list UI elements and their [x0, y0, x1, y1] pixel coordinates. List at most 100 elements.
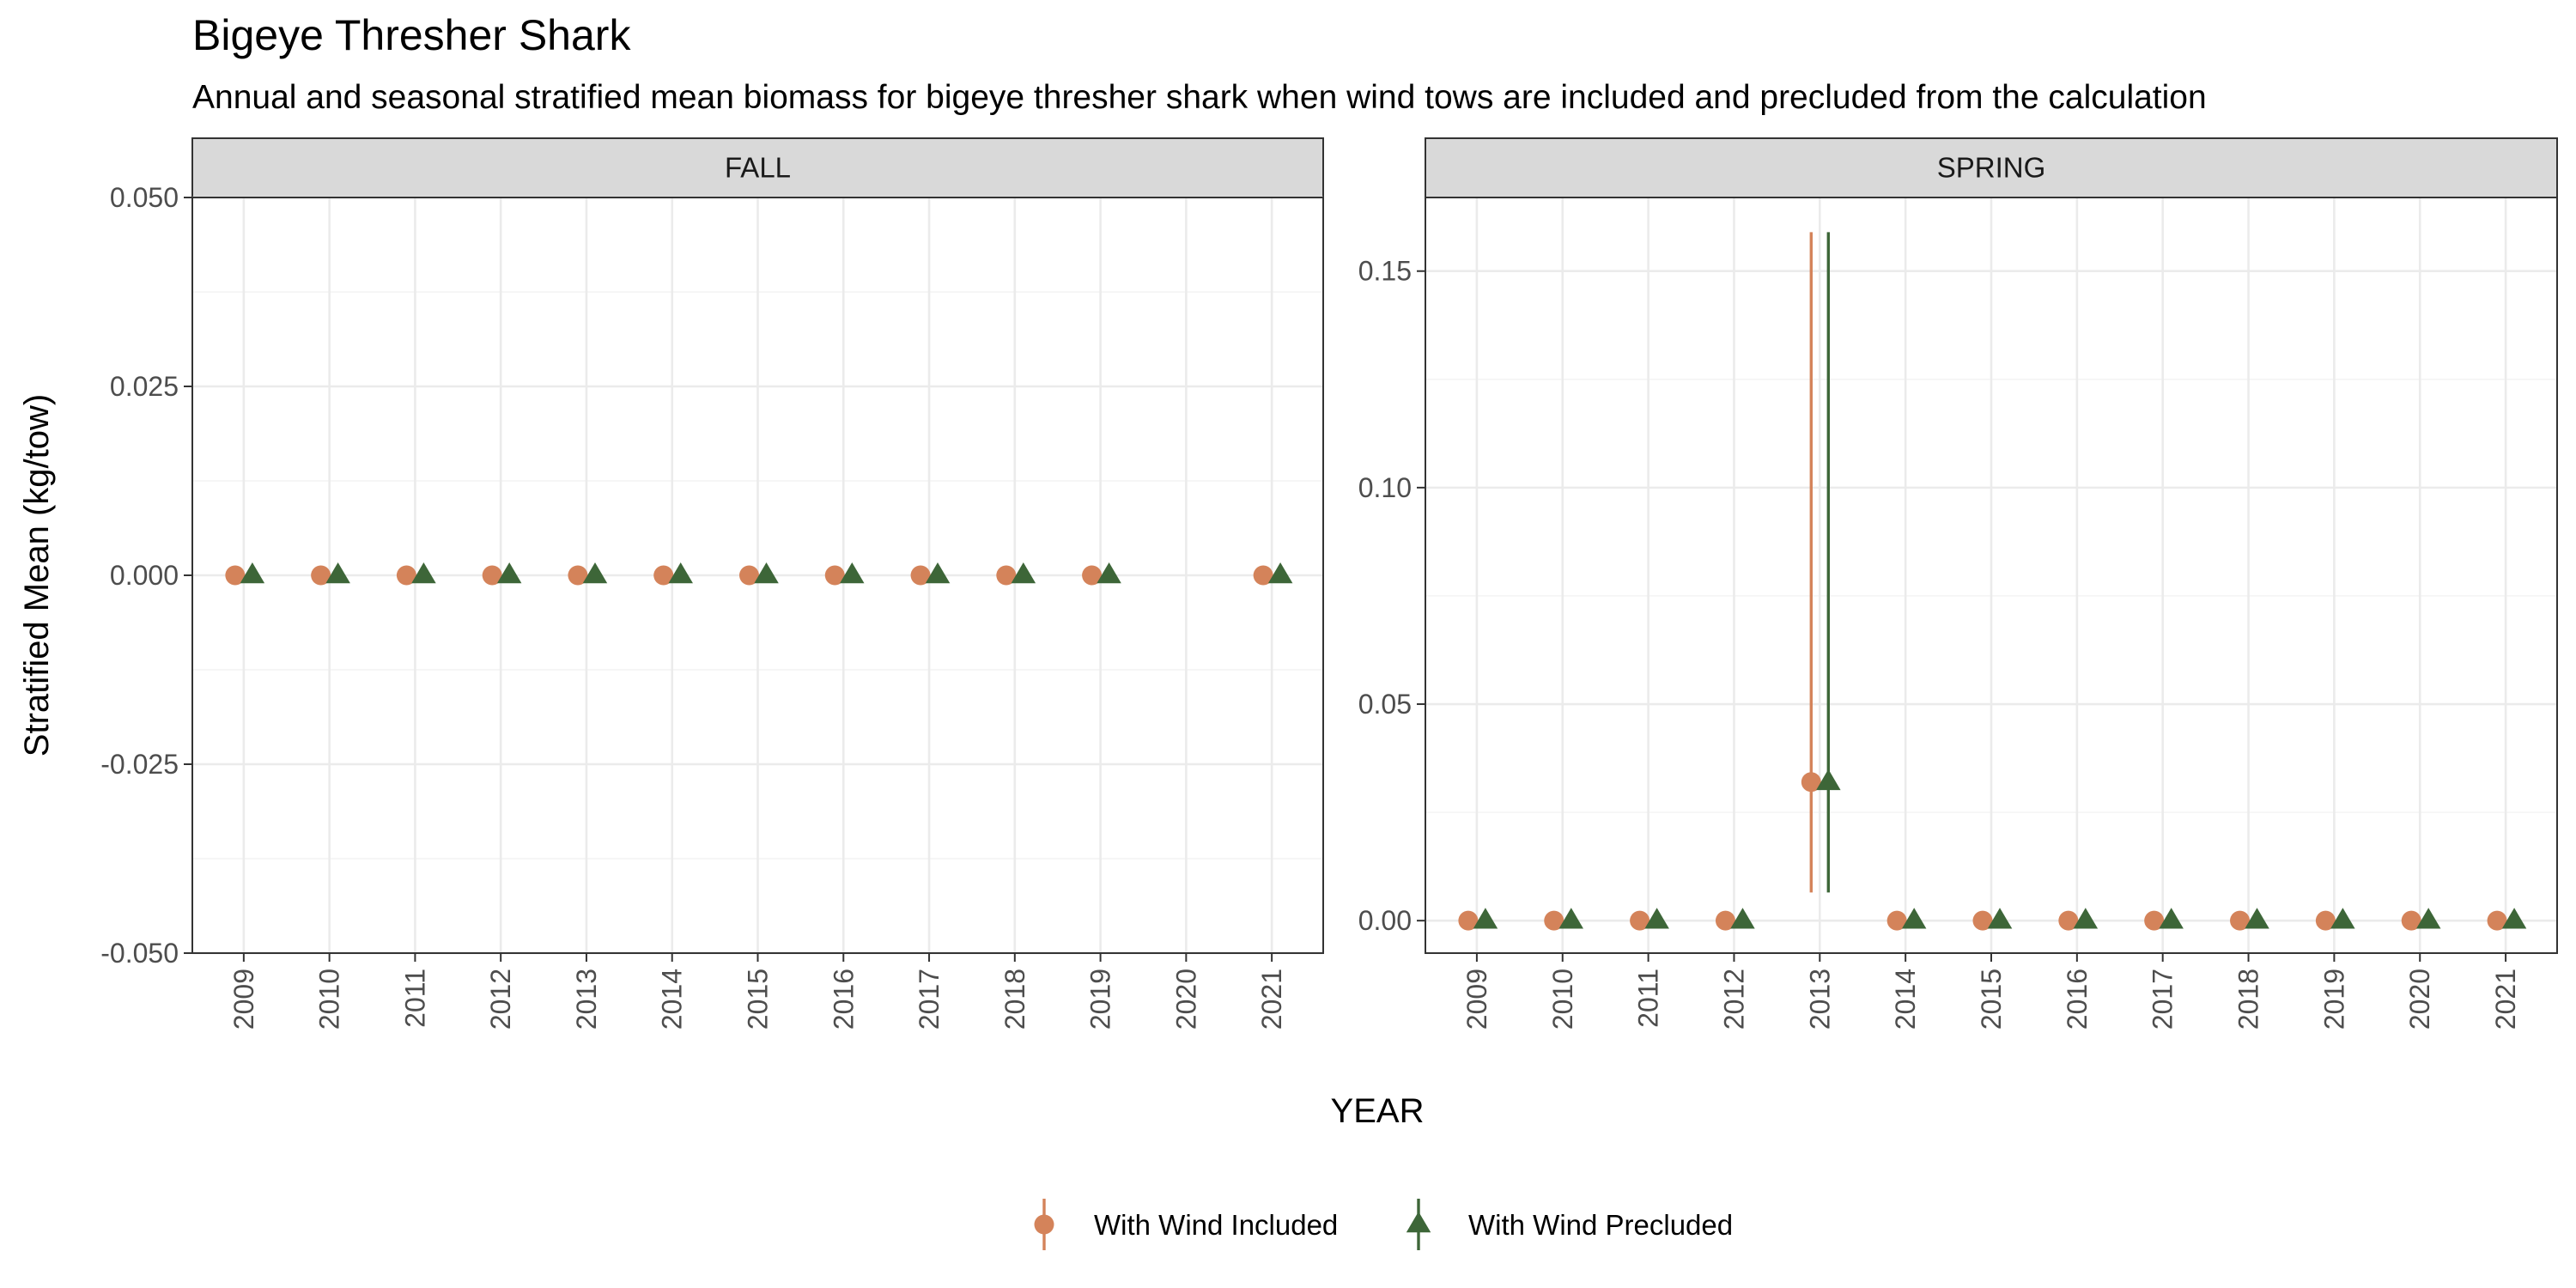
x-tick-label: 2019 [1085, 969, 1116, 1030]
x-tick-label: 2012 [485, 969, 516, 1030]
data-point-circle [653, 565, 674, 586]
x-tick-label: 2009 [1461, 969, 1492, 1030]
x-tick-label: 2018 [2233, 969, 2264, 1030]
x-tick-label: 2011 [399, 969, 430, 1028]
data-point-triangle [2416, 908, 2441, 929]
x-tick-label: 2016 [828, 969, 859, 1030]
x-tick-label: 2020 [2404, 969, 2435, 1030]
facet-panels: FALL -0.050 -0.025 0.000 0.025 0.050 2009 2010 2… [100, 137, 2558, 1030]
data-point-triangle [582, 562, 608, 584]
x-tick-label: 2013 [571, 969, 602, 1030]
data-point-circle [225, 565, 246, 586]
data-point-triangle [1987, 908, 2013, 929]
x-tick-label: 2012 [1718, 969, 1749, 1030]
x-tick-label: 2011 [1633, 969, 1664, 1028]
y-tick-label: 0.025 [110, 371, 179, 402]
legend-label: With Wind Included [1094, 1209, 1338, 1241]
x-tick-label: 2013 [1804, 969, 1835, 1030]
legend-key-triangle [1406, 1212, 1431, 1233]
data-point-circle [1715, 910, 1735, 931]
chart-subtitle: Annual and seasonal stratified mean biom… [192, 79, 2207, 116]
data-point-circle [1544, 910, 1564, 931]
y-tick-label: 0.10 [1358, 472, 1412, 503]
x-tick-label: 2010 [314, 969, 345, 1030]
facet-strip-label: FALL [725, 152, 791, 184]
data-point-circle [1801, 772, 1821, 793]
data-point-circle [1972, 910, 1993, 931]
data-point-circle [2315, 910, 2336, 931]
x-tick-label: 2017 [2148, 969, 2178, 1030]
chart-title: Bigeye Thresher Shark [192, 11, 631, 59]
legend: With Wind Included With Wind Precluded [1034, 1199, 1733, 1250]
data-point-triangle [668, 562, 693, 584]
x-tick-label: 2014 [1890, 969, 1921, 1030]
data-point-circle [2401, 910, 2421, 931]
data-point-triangle [2330, 908, 2355, 929]
data-point-triangle [2159, 908, 2184, 929]
panel-spring: SPRING 0.00 0.05 0.10 0.15 2009 2010 2011 2012 20… [1358, 137, 2558, 1030]
x-tick-label: 2017 [914, 969, 945, 1030]
data-point-triangle [1730, 908, 1755, 929]
y-tick-label: 0.15 [1358, 256, 1412, 287]
facet-strip [191, 137, 1324, 198]
data-point-triangle [1644, 908, 1669, 929]
data-point-triangle [240, 562, 265, 584]
data-point-triangle [2245, 908, 2269, 929]
data-point-triangle [1011, 562, 1036, 584]
legend-item-with-wind-precluded: With Wind Precluded [1406, 1199, 1733, 1250]
series-with-wind-included [1458, 232, 2507, 931]
y-tick-label: 0.000 [110, 560, 179, 591]
series-with-wind-precluded [240, 562, 1293, 584]
data-point-triangle [754, 562, 779, 584]
panel-fall: FALL -0.050 -0.025 0.000 0.025 0.050 2009 2010 2… [100, 137, 1324, 1030]
data-point-triangle [325, 562, 350, 584]
data-point-circle [910, 565, 931, 586]
data-point-circle [824, 565, 845, 586]
data-point-circle [2058, 910, 2079, 931]
x-axis-title: YEAR [1331, 1092, 1425, 1130]
x-tick-label: 2015 [743, 969, 774, 1030]
legend-item-with-wind-included: With Wind Included [1034, 1199, 1338, 1250]
y-tick-label: 0.00 [1358, 905, 1412, 936]
data-point-triangle [1558, 908, 1583, 929]
data-point-circle [396, 565, 416, 586]
data-point-triangle [1816, 769, 1841, 791]
data-point-circle [2487, 910, 2507, 931]
data-point-circle [2230, 910, 2251, 931]
data-point-triangle [1097, 562, 1121, 584]
x-tick-label: 2019 [2318, 969, 2349, 1030]
x-tick-label: 2009 [228, 969, 259, 1030]
data-point-circle [1630, 910, 1650, 931]
y-tick-label: 0.05 [1358, 689, 1412, 720]
y-tick-label: 0.050 [110, 182, 179, 213]
legend-key-circle [1034, 1214, 1054, 1235]
data-point-circle [1458, 910, 1479, 931]
x-tick-label: 2021 [1256, 969, 1287, 1030]
legend-label: With Wind Precluded [1468, 1209, 1733, 1241]
x-tick-label: 2020 [1170, 969, 1201, 1030]
data-point-triangle [411, 562, 436, 584]
x-tick-label: 2010 [1547, 969, 1578, 1030]
data-point-circle [1082, 565, 1103, 586]
series-with-wind-precluded [1473, 232, 2527, 929]
series-with-wind-included [225, 565, 1273, 586]
y-tick-label: -0.050 [100, 938, 179, 969]
data-point-circle [482, 565, 502, 586]
data-point-circle [2144, 910, 2165, 931]
data-point-triangle [1473, 908, 1498, 929]
data-point-triangle [1267, 562, 1293, 584]
data-point-triangle [925, 562, 951, 584]
x-tick-label: 2016 [2062, 969, 2093, 1030]
x-tick-label: 2021 [2490, 969, 2521, 1030]
x-tick-label: 2018 [999, 969, 1030, 1030]
data-point-circle [739, 565, 759, 586]
data-point-triangle [2501, 908, 2527, 929]
data-point-triangle [496, 562, 522, 584]
data-point-circle [1253, 565, 1273, 586]
data-point-circle [996, 565, 1017, 586]
y-tick-label: -0.025 [100, 749, 179, 780]
x-tick-label: 2014 [657, 969, 688, 1030]
data-point-triangle [840, 562, 865, 584]
facet-strip-label: SPRING [1937, 152, 2046, 184]
